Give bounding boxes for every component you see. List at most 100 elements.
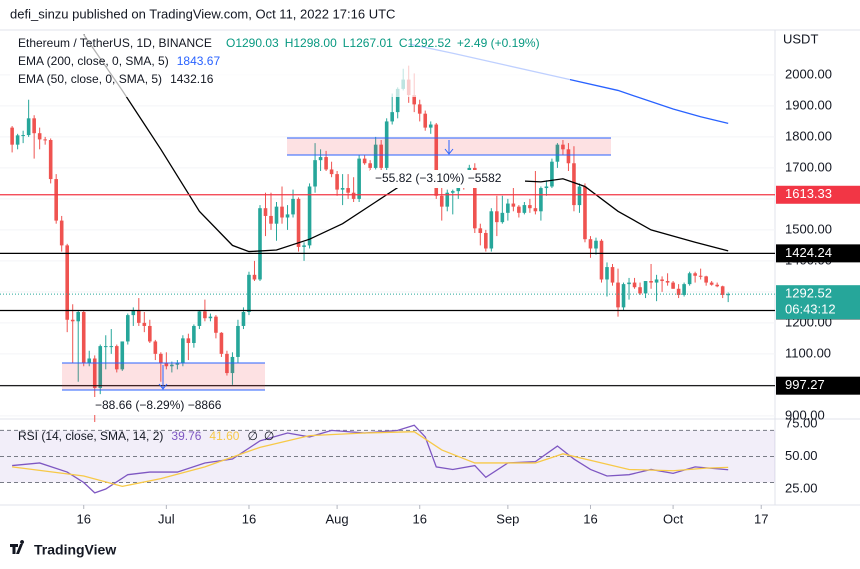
candle-body [495,211,499,223]
candle-body [373,144,378,168]
rsi-legend-extra: ∅ [247,429,257,443]
candle-body [302,245,306,247]
countdown: 06:43:12 [785,302,836,317]
x-tick-label: Oct [663,511,684,526]
candle-body [230,356,235,374]
candle-body [296,198,301,247]
last-price-label: 1292.52 [785,286,832,301]
candle-body [236,325,240,357]
candle-body [555,144,560,162]
candle-body [450,191,455,193]
candle-body [709,282,714,285]
candle-body [550,161,554,187]
candle-body [528,205,532,209]
candle-body [484,232,488,249]
candle-body [175,363,180,365]
candle-body [478,228,483,233]
candle-body [654,279,659,283]
candle-body [423,113,428,128]
rsi-tick-label: 50.00 [785,448,818,463]
candle-body [693,273,697,276]
y-tick-label: 1900.00 [785,97,832,112]
legend-value: 1432.16 [170,72,214,86]
candle-body [98,346,103,388]
level-tag [776,244,860,263]
candle-body [588,239,593,249]
candle-body [605,267,609,280]
range-arrow [158,365,168,390]
candle-body [214,316,218,333]
candle-body [561,144,565,150]
candle-body [395,88,400,113]
ohlc-value: L1267.01 [343,36,393,50]
symbol-title: Ethereum / TetherUS, 1D, BINANCE [18,36,212,50]
candle-body [103,346,108,348]
candle-body [500,212,505,223]
candle-body [506,203,510,213]
measure-box [90,397,240,415]
x-tick-label: 16 [242,511,256,526]
range-arrow [444,140,454,155]
candle-body [92,358,97,388]
candle-body [726,294,730,296]
candle-body [219,332,224,354]
y-tick-label: 1100.00 [785,345,831,360]
candle-body [362,158,367,164]
candle-body [291,198,295,215]
candle-body [285,214,290,218]
candle-body [539,188,543,212]
candle-body [137,310,141,323]
candle-body [489,211,494,249]
candle-body [280,206,284,218]
rsi-tick-label: 25.00 [785,480,818,495]
candle-body [715,284,719,287]
candle-body [142,322,147,326]
candle-body [114,346,119,370]
candle-body [412,95,417,105]
candle-body [368,163,372,168]
rsi-line [12,424,729,494]
candle-body [159,353,163,364]
x-tick-label: Sep [496,511,519,526]
candle-body [533,208,538,212]
ohlc-value: H1298.00 [285,36,337,50]
candle-body [81,312,86,364]
candle-body [621,284,626,308]
ohlc-value: +2.49 (+0.19%) [457,36,540,50]
candle-body [329,169,334,175]
candle-body [263,208,268,216]
rsi-tick-label: 75.00 [785,415,818,430]
candle-body [318,157,323,161]
rsi-legend-extra: ∅ [264,429,274,443]
candle-body [704,276,708,283]
candle-body [203,311,207,319]
level-tag [776,376,860,395]
attribution: defi_sinzu published on TradingView.com,… [10,6,395,21]
candle-body [269,215,273,224]
candle-body [59,220,64,246]
legend-bg [10,35,570,97]
candle-body [186,338,191,344]
candle-body [572,163,576,206]
x-tick-label: Jul [158,511,175,526]
candle-body [687,273,692,285]
candle-body [32,118,36,134]
rsi-legend-value: 39.76 [171,429,201,443]
candle-body [26,118,31,136]
candle-body [428,124,433,128]
x-tick-label: 16 [583,511,597,526]
level-label: 1613.33 [785,186,832,201]
candle-body [610,267,615,283]
candle-body [594,240,598,249]
candle-body [120,341,125,370]
candle-body [379,144,383,168]
legend-name: EMA (50, close, 0, SMA, 5) [18,72,162,86]
candle-body [197,311,202,326]
candle-body [698,275,703,277]
candle-body [357,158,361,199]
candle-body [247,274,251,313]
candle-body [340,188,345,190]
candle-body [54,179,58,221]
candle-body [676,288,681,295]
candle-body [632,282,637,288]
